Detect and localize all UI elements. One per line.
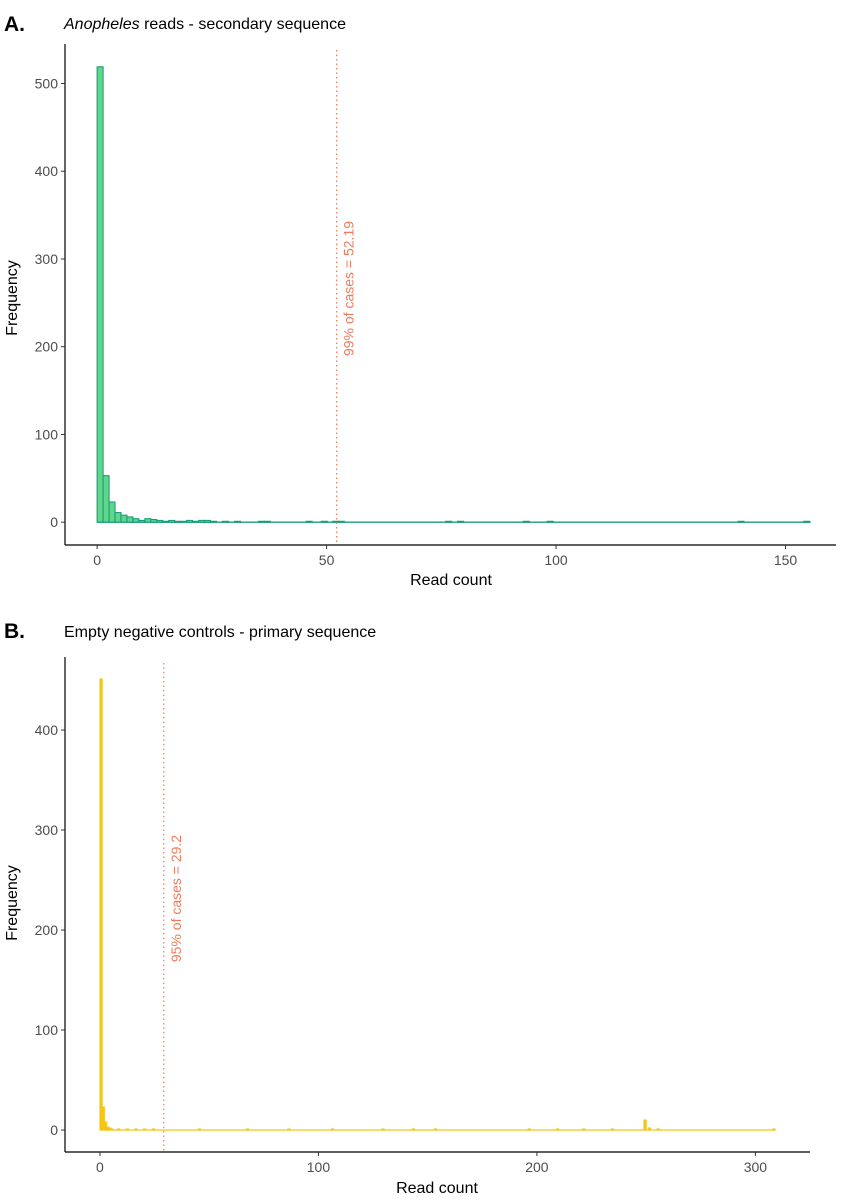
- histogram-bar: [320, 520, 328, 523]
- histogram-bar: [445, 520, 453, 523]
- y-tick-label: 300: [35, 822, 59, 838]
- histogram-bar: [162, 520, 170, 523]
- y-tick-label: 200: [35, 339, 59, 355]
- x-tick-label: 0: [96, 1159, 104, 1175]
- histogram-bar: [263, 520, 271, 523]
- percentile-label: 95% of cases = 29.2: [168, 835, 184, 962]
- y-axis-title: Frequency: [4, 260, 21, 336]
- histogram-bar: [433, 1128, 437, 1131]
- histogram-bar: [209, 520, 217, 523]
- histogram-bar: [546, 520, 554, 523]
- y-tick-label: 0: [50, 514, 58, 530]
- plot-area: 99% of cases = 52.19 0 100 200 300 400 500 0 50 1…: [35, 44, 836, 568]
- x-tick-label: 150: [774, 552, 798, 568]
- histogram-bar: [156, 519, 164, 523]
- y-tick-label: 400: [35, 163, 59, 179]
- histogram-bar: [180, 520, 188, 523]
- histogram-bar: [656, 1128, 660, 1131]
- chart-title: Anopheles reads - secondary sequence: [63, 16, 346, 33]
- panel-label: A.: [4, 13, 25, 36]
- chart-title-rest: reads - secondary sequence: [140, 16, 346, 33]
- chart-title-rest: Empty negative controls - primary sequen…: [64, 624, 376, 641]
- histogram-bar: [186, 519, 194, 523]
- histogram-bar: [257, 520, 265, 523]
- x-tick-label: 100: [307, 1159, 331, 1175]
- histogram-bar: [411, 1128, 416, 1131]
- y-tick-label: 0: [50, 1122, 58, 1138]
- histogram-bar: [457, 520, 465, 523]
- y-tick-label: 500: [35, 75, 59, 91]
- histogram-bar: [737, 520, 745, 523]
- histogram-bar: [138, 519, 146, 523]
- histogram-bar: [108, 501, 116, 523]
- histogram-bar: [582, 1128, 586, 1131]
- histogram-bar: [125, 1128, 129, 1131]
- histogram-bar: [103, 1121, 108, 1131]
- histogram-bar: [192, 520, 200, 523]
- x-tick-label: 200: [525, 1159, 549, 1175]
- percentile-label: 99% of cases = 52.19: [341, 221, 357, 356]
- histogram-bar: [203, 519, 212, 523]
- histogram-bar: [287, 1128, 291, 1131]
- histogram-bar: [150, 519, 158, 523]
- y-tick-label: 200: [35, 922, 59, 938]
- histogram-bar: [330, 1128, 335, 1131]
- y-tick-label: 400: [35, 722, 59, 738]
- histogram-bar: [647, 1127, 652, 1131]
- histogram-bar: [102, 475, 110, 523]
- histogram-bar: [110, 1128, 114, 1131]
- histogram-bar: [527, 1128, 531, 1131]
- histogram-bar: [96, 66, 104, 523]
- plot-area: 95% of cases = 29.2 0 100 200 300 400 0 100 200 3…: [35, 657, 810, 1175]
- histogram-bar: [143, 1128, 147, 1131]
- histogram-bar: [305, 520, 313, 523]
- x-tick-label: 0: [93, 552, 101, 568]
- histogram-bar: [126, 516, 134, 523]
- x-axis-title: Read count: [410, 572, 492, 589]
- histogram-bar: [114, 511, 122, 523]
- histogram-bar: [643, 1119, 647, 1131]
- histogram-bar: [197, 519, 206, 523]
- panel-b: B. Empty negative controls - primary seq…: [4, 620, 810, 1197]
- histogram-bar: [234, 520, 242, 523]
- histogram-bar: [772, 1128, 776, 1131]
- histogram-bar: [116, 1128, 121, 1131]
- histogram-bar: [99, 678, 103, 1131]
- histogram-bar: [610, 1128, 614, 1131]
- histogram-bar: [197, 1128, 202, 1131]
- y-tick-label: 100: [35, 426, 59, 442]
- histogram-bar: [381, 1128, 385, 1131]
- chart-title: Empty negative controls - primary sequen…: [64, 624, 376, 641]
- histogram-bar: [101, 1106, 105, 1131]
- chart-title-italic: Anopheles: [63, 16, 140, 33]
- x-axis-title: Read count: [396, 1180, 478, 1197]
- histogram-bar: [522, 520, 530, 523]
- y-tick-label: 100: [35, 1022, 59, 1038]
- histogram-bar: [245, 1128, 250, 1131]
- y-tick-label: 300: [35, 251, 59, 267]
- y-axis-title: Frequency: [4, 865, 21, 941]
- x-tick-label: 100: [544, 552, 568, 568]
- x-tick-label: 300: [744, 1159, 768, 1175]
- histogram-bar: [151, 1128, 156, 1131]
- x-tick-label: 50: [319, 552, 335, 568]
- histogram-bar: [174, 520, 182, 523]
- histogram-bar: [337, 520, 345, 523]
- histogram-bar: [120, 514, 128, 523]
- histogram-bar: [803, 520, 811, 523]
- histogram-bar: [132, 518, 140, 523]
- panel-a: A. Anopheles reads - secondary sequence …: [4, 13, 836, 589]
- histogram-bar: [222, 520, 230, 523]
- histogram-bar: [556, 1128, 560, 1131]
- histogram-bar: [134, 1128, 138, 1131]
- histogram-bar: [168, 519, 176, 523]
- histogram-bar: [144, 518, 152, 523]
- panel-label: B.: [4, 620, 25, 643]
